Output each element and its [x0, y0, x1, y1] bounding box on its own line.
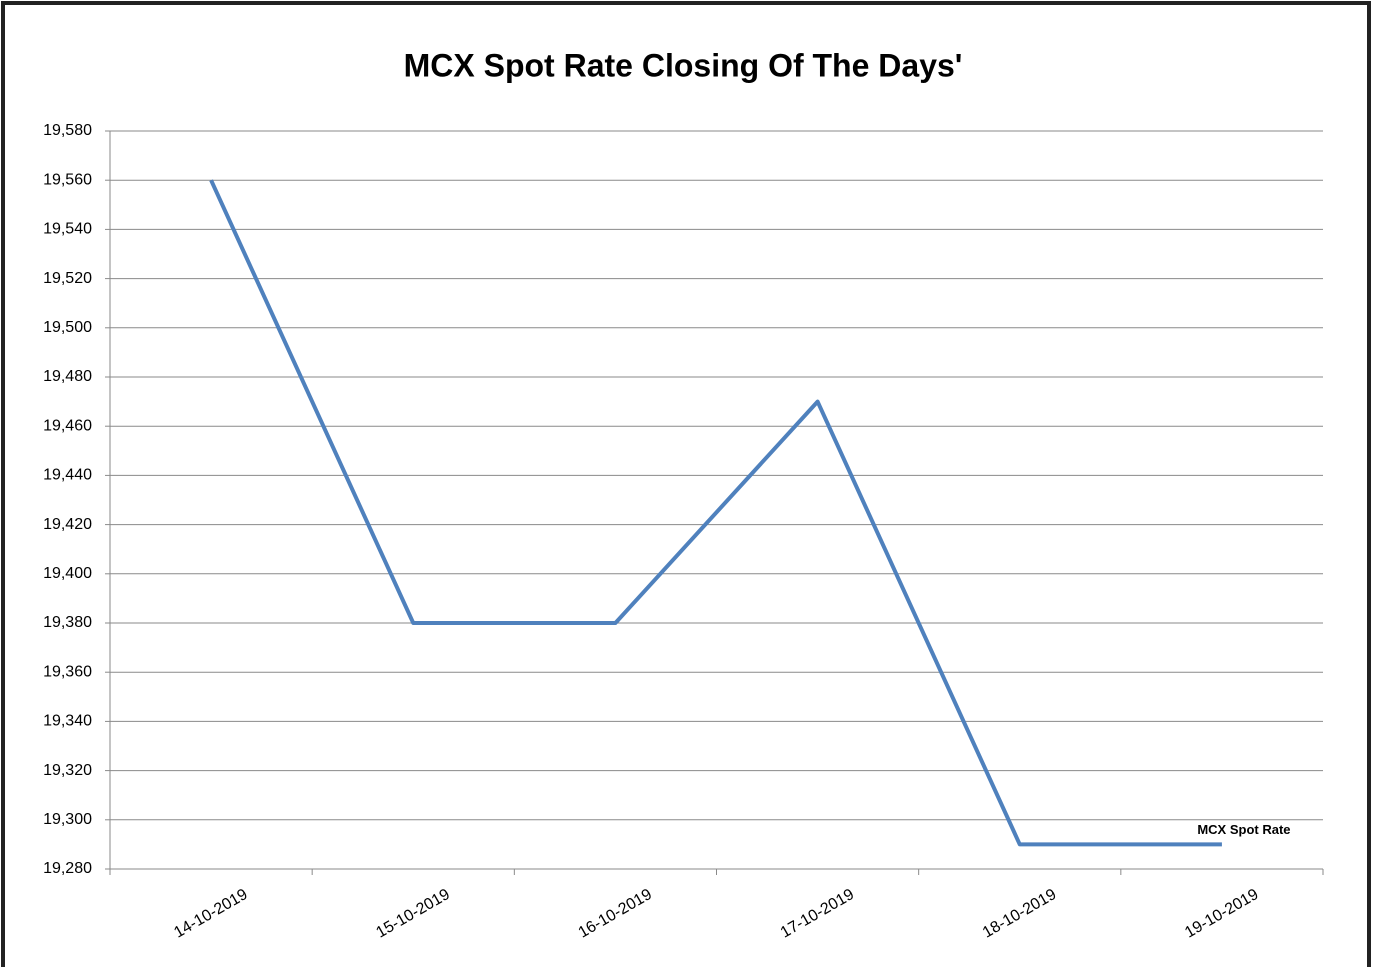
y-tick-label: 19,460 — [43, 417, 92, 434]
y-tick-label: 19,320 — [43, 762, 92, 779]
y-tick-label: 19,520 — [43, 270, 92, 287]
y-tick-label: 19,440 — [43, 467, 92, 484]
y-tick-label: 19,540 — [43, 221, 92, 238]
y-tick-label: 19,500 — [43, 319, 92, 336]
y-tick-label: 19,380 — [43, 614, 92, 631]
y-tick-label: 19,300 — [43, 811, 92, 828]
y-tick-label: 19,340 — [43, 713, 92, 730]
series-label: MCX Spot Rate — [1197, 822, 1290, 837]
y-tick-label: 19,480 — [43, 368, 92, 385]
y-tick-label: 19,560 — [43, 171, 92, 188]
y-tick-label: 19,400 — [43, 565, 92, 582]
y-tick-label: 19,280 — [43, 860, 92, 877]
chart-title: MCX Spot Rate Closing Of The Days' — [404, 47, 963, 83]
y-tick-label: 19,360 — [43, 663, 92, 680]
y-tick-label: 19,420 — [43, 516, 92, 533]
data-line — [209, 179, 1222, 847]
y-tick-label: 19,580 — [43, 122, 92, 139]
